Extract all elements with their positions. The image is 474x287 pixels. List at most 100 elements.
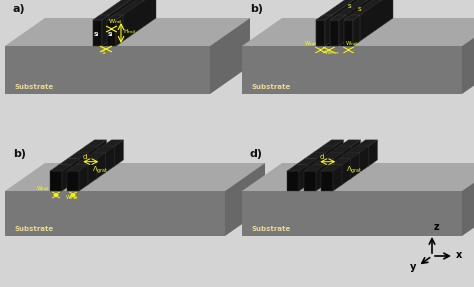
Polygon shape [316, 15, 332, 20]
Polygon shape [335, 140, 344, 166]
Polygon shape [296, 165, 308, 185]
Polygon shape [339, 146, 352, 166]
Text: a): a) [13, 4, 26, 14]
Polygon shape [305, 152, 326, 158]
Polygon shape [321, 165, 342, 171]
Text: Substrate: Substrate [252, 84, 291, 90]
Text: W$_{\rm rail}$: W$_{\rm rail}$ [304, 39, 317, 48]
Polygon shape [347, 152, 360, 172]
Text: W$_{\rm rail}$: W$_{\rm rail}$ [36, 184, 49, 193]
Polygon shape [85, 158, 97, 179]
Polygon shape [287, 171, 299, 191]
Polygon shape [325, 15, 332, 46]
Polygon shape [107, 20, 116, 46]
Polygon shape [67, 165, 88, 171]
Text: H$_{\rm rail}$: H$_{\rm rail}$ [123, 27, 136, 36]
Polygon shape [85, 146, 98, 166]
Polygon shape [98, 140, 107, 166]
Polygon shape [314, 152, 326, 172]
Polygon shape [330, 158, 351, 165]
Polygon shape [322, 146, 335, 166]
Polygon shape [305, 158, 317, 179]
Polygon shape [304, 171, 316, 191]
Polygon shape [85, 140, 107, 146]
Polygon shape [296, 158, 317, 165]
Polygon shape [299, 165, 308, 191]
Polygon shape [102, 146, 115, 166]
Polygon shape [344, 0, 393, 20]
Polygon shape [339, 0, 379, 46]
Polygon shape [287, 165, 308, 171]
Text: Substrate: Substrate [15, 84, 54, 90]
Polygon shape [116, 0, 156, 46]
Polygon shape [304, 165, 325, 171]
Text: x: x [456, 250, 462, 260]
Polygon shape [50, 171, 62, 191]
Polygon shape [242, 163, 474, 191]
Polygon shape [68, 158, 80, 179]
Polygon shape [88, 158, 97, 185]
Polygon shape [339, 15, 346, 46]
Polygon shape [116, 15, 123, 46]
Polygon shape [330, 20, 339, 46]
Polygon shape [59, 165, 71, 185]
Polygon shape [308, 158, 317, 185]
Polygon shape [107, 15, 123, 20]
Polygon shape [59, 158, 80, 165]
Polygon shape [351, 152, 360, 179]
Polygon shape [67, 171, 79, 191]
Polygon shape [344, 15, 360, 20]
Polygon shape [77, 152, 89, 172]
Polygon shape [360, 146, 369, 172]
Polygon shape [225, 163, 265, 236]
Polygon shape [242, 18, 474, 46]
Text: s: s [102, 49, 106, 55]
Polygon shape [242, 191, 462, 236]
Polygon shape [94, 146, 115, 152]
Polygon shape [94, 152, 106, 172]
Polygon shape [462, 163, 474, 236]
Polygon shape [76, 165, 88, 185]
Polygon shape [344, 20, 353, 46]
Text: W$_{\rm rail}$: W$_{\rm rail}$ [108, 17, 123, 26]
Polygon shape [339, 18, 384, 46]
Polygon shape [344, 20, 353, 46]
Text: z: z [434, 222, 439, 232]
Polygon shape [347, 146, 369, 152]
Polygon shape [85, 152, 106, 158]
Polygon shape [115, 140, 123, 166]
Text: d: d [319, 154, 324, 160]
Polygon shape [342, 158, 351, 185]
Polygon shape [93, 0, 142, 20]
Polygon shape [353, 0, 393, 46]
Polygon shape [339, 140, 360, 146]
Text: b): b) [13, 149, 26, 159]
Polygon shape [353, 15, 360, 46]
Polygon shape [93, 15, 109, 20]
Polygon shape [330, 20, 339, 46]
Polygon shape [93, 20, 102, 46]
Text: s: s [358, 6, 362, 12]
Polygon shape [317, 152, 326, 179]
Text: W$_{\rm rail}$: W$_{\rm rail}$ [65, 193, 78, 202]
Polygon shape [71, 158, 80, 185]
Polygon shape [5, 163, 265, 191]
Polygon shape [356, 140, 377, 146]
Polygon shape [330, 165, 342, 185]
Polygon shape [80, 152, 89, 179]
Polygon shape [316, 0, 365, 20]
Text: Si: Si [94, 32, 99, 36]
Polygon shape [316, 165, 325, 191]
Polygon shape [330, 0, 379, 20]
Polygon shape [242, 46, 462, 94]
Polygon shape [331, 146, 352, 152]
Polygon shape [325, 158, 334, 185]
Polygon shape [77, 146, 98, 152]
Polygon shape [102, 18, 147, 46]
Polygon shape [102, 0, 142, 46]
Polygon shape [102, 15, 109, 46]
Polygon shape [313, 165, 325, 185]
Text: b): b) [250, 4, 263, 14]
Polygon shape [93, 20, 102, 46]
Polygon shape [339, 152, 360, 158]
